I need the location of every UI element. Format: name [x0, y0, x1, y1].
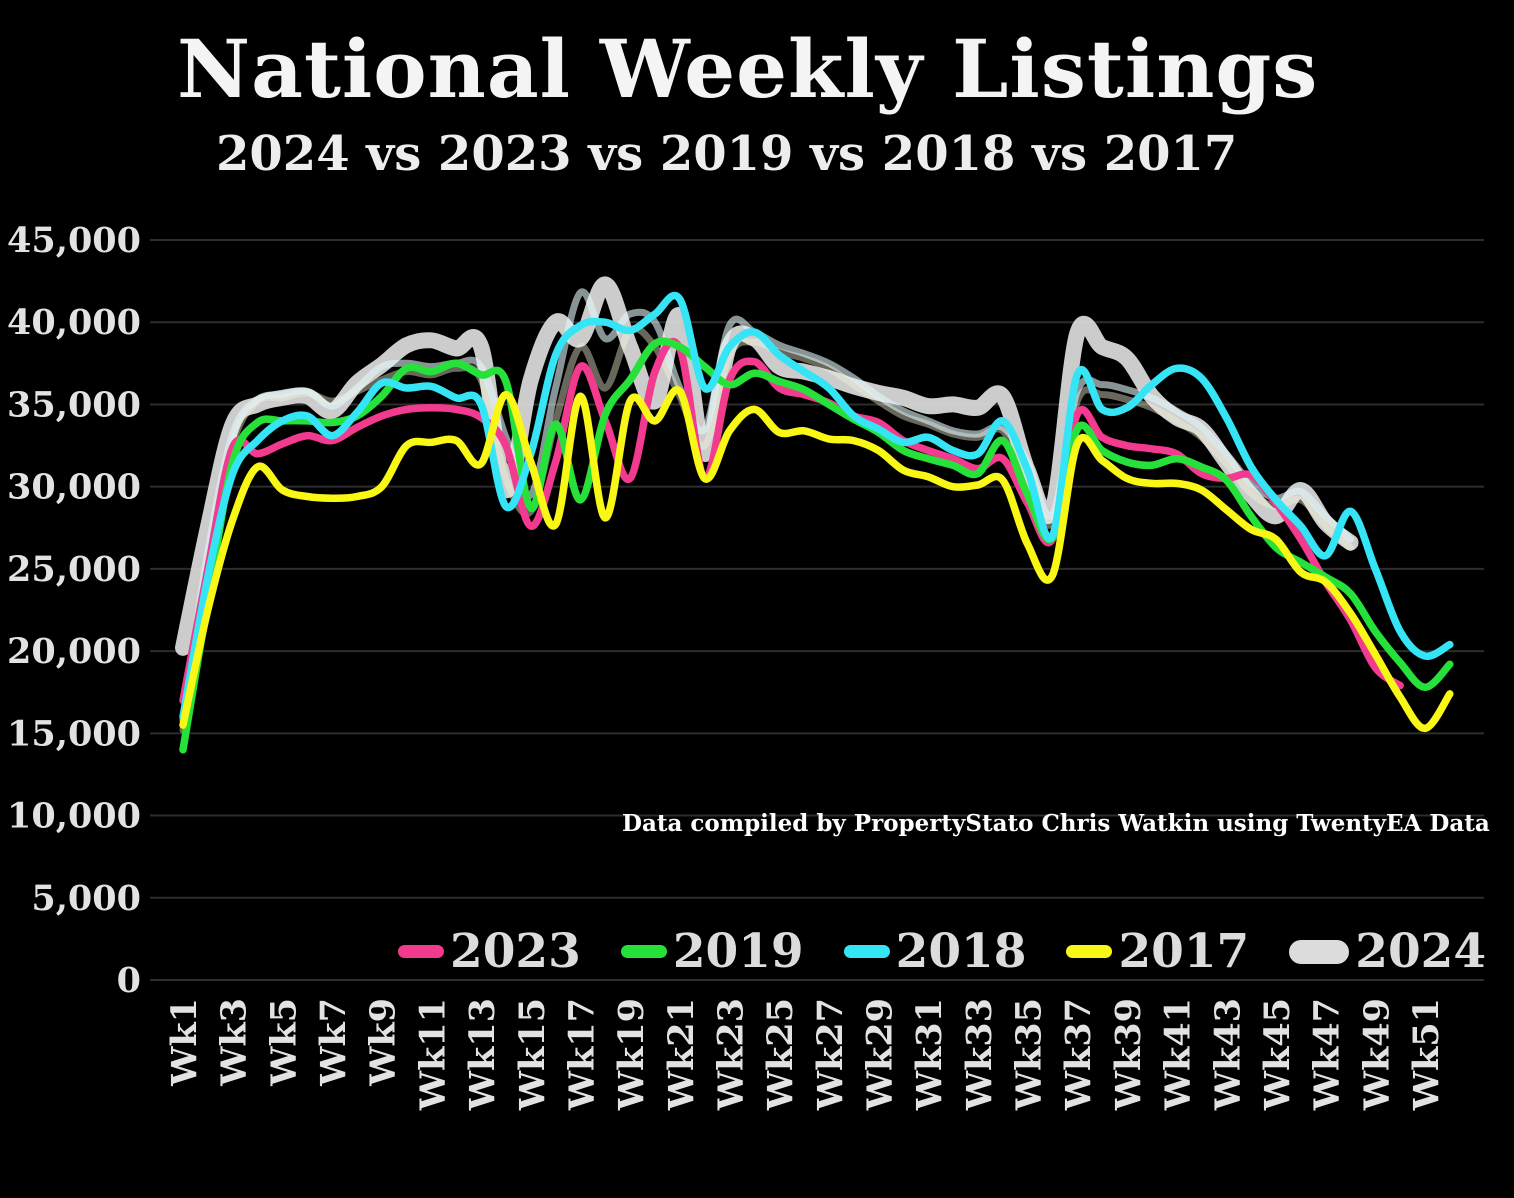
chart-legend: 2023 2019 2018 2017 2024	[398, 928, 1486, 975]
x-axis-tick-label: Wk45	[1257, 998, 1298, 1111]
y-axis-tick-label: 20,000	[7, 631, 141, 672]
y-axis-tick-label: 5,000	[31, 878, 141, 919]
y-axis-tick-label: 10,000	[7, 796, 141, 837]
x-axis-tick-label: Wk39	[1108, 998, 1149, 1111]
legend-label: 2024	[1355, 924, 1487, 979]
legend-item-2017: 2017	[1066, 928, 1249, 975]
x-axis-tick-label: Wk21	[661, 998, 702, 1111]
x-axis-tick-label: Wk43	[1207, 998, 1248, 1111]
series-line-unlabeled-faint-cream	[179, 325, 1354, 734]
y-axis-tick-label: 40,000	[7, 302, 141, 343]
series-line-2017	[179, 385, 1454, 733]
y-axis-tick-label: 25,000	[7, 549, 141, 590]
legend-marker-2023	[398, 945, 444, 958]
legend-label: 2018	[895, 924, 1027, 979]
chart-title: National Weekly Listings	[177, 22, 1319, 116]
x-axis-tick-label: Wk23	[710, 998, 751, 1111]
legend-item-2019: 2019	[620, 924, 804, 979]
x-axis-tick-label: Wk51	[1406, 998, 1447, 1111]
legend-marker-2024	[1289, 939, 1350, 964]
x-axis-tick-label: Wk5	[263, 998, 304, 1087]
y-axis-tick-label: 45,000	[7, 220, 141, 261]
y-axis-tick-label: 0	[117, 960, 141, 1001]
series-line-2018	[179, 291, 1454, 721]
legend-item-2024: 2024	[1289, 928, 1486, 975]
legend-label: 2019	[672, 924, 804, 979]
legend-marker-2018	[843, 945, 890, 958]
x-axis-tick-label: Wk1	[164, 998, 205, 1087]
y-axis-tick-label: 15,000	[7, 713, 141, 754]
x-axis-tick-label: Wk3	[214, 998, 255, 1087]
x-axis-tick-label: Wk19	[611, 998, 652, 1111]
legend-marker-2017	[1066, 945, 1113, 958]
x-axis-tick-label: Wk29	[860, 998, 901, 1111]
x-axis-tick-label: Wk17	[561, 998, 602, 1111]
legend-marker-2019	[620, 945, 667, 958]
y-axis-tick-label: 35,000	[7, 384, 141, 425]
y-axis-tick-label: 30,000	[7, 467, 141, 508]
chart-subtitle: 2024 vs 2023 vs 2019 vs 2018 vs 2017	[216, 126, 1238, 182]
legend-label: 2017	[1118, 924, 1250, 979]
x-axis-tick-label: Wk47	[1307, 998, 1348, 1111]
x-axis-tick-label: Wk27	[810, 998, 851, 1111]
x-axis-tick-label: Wk35	[1009, 998, 1050, 1111]
x-axis-tick-label: Wk49	[1356, 998, 1397, 1111]
x-axis-tick-label: Wk37	[1058, 998, 1099, 1111]
series-line-2019	[179, 337, 1454, 754]
x-axis-tick-label: Wk33	[959, 998, 1000, 1111]
data-source-annotation: Data compiled by PropertyStato Chris Wat…	[622, 810, 1490, 837]
x-axis-tick-label: Wk31	[909, 998, 950, 1111]
legend-label: 2023	[450, 924, 581, 979]
legend-item-2018: 2018	[843, 924, 1027, 979]
x-axis-tick-label: Wk9	[363, 998, 404, 1087]
x-axis-tick-label: Wk15	[512, 998, 553, 1111]
x-axis-tick-label: Wk41	[1158, 998, 1199, 1111]
x-axis-tick-label: Wk7	[313, 998, 354, 1087]
x-axis-tick-label: Wk11	[412, 998, 453, 1111]
legend-item-2023: 2023	[398, 928, 581, 975]
x-axis-tick-label: Wk25	[760, 998, 801, 1111]
x-axis-tick-label: Wk13	[462, 998, 503, 1111]
